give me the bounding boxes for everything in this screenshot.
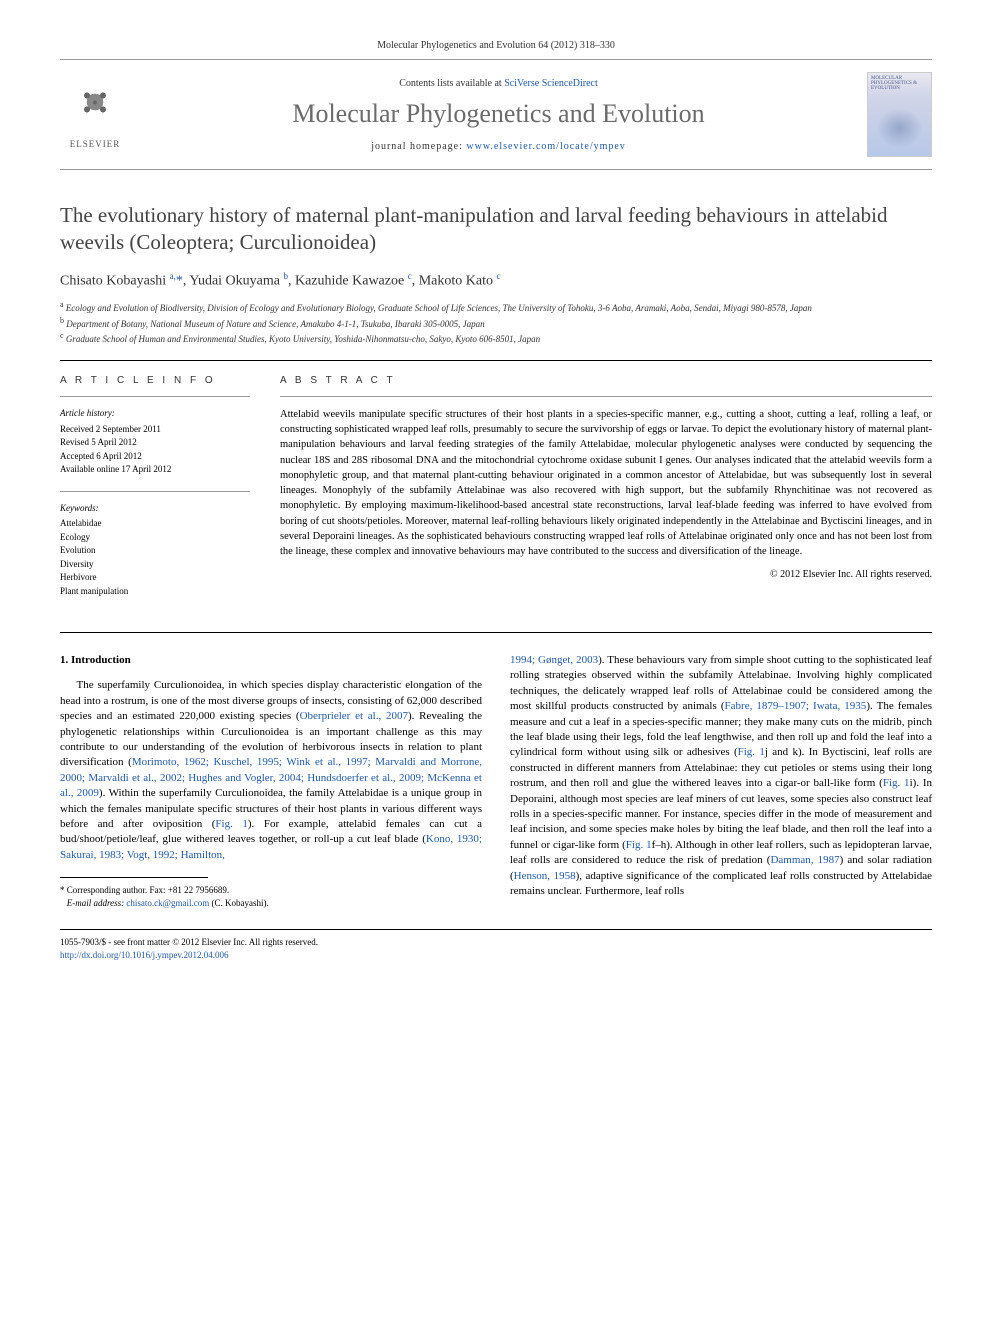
article-info-heading: A R T I C L E I N F O (60, 375, 250, 386)
front-matter-line: 1055-7903/$ - see front matter © 2012 El… (60, 936, 932, 949)
intro-paragraph-1: The superfamily Curculionoidea, in which… (60, 678, 482, 863)
elsevier-logo[interactable]: ELSEVIER (60, 75, 130, 155)
homepage-prefix: journal homepage: (371, 141, 466, 152)
journal-cover-thumbnail[interactable]: MOLECULAR PHYLOGENETICS & EVOLUTION (867, 72, 932, 157)
info-divider-1 (60, 396, 250, 397)
homepage-link[interactable]: www.elsevier.com/locate/ympev (466, 141, 625, 152)
keyword-line: Ecology (60, 531, 250, 545)
history-line: Revised 5 April 2012 (60, 436, 250, 450)
cover-text: MOLECULAR PHYLOGENETICS & EVOLUTION (871, 76, 917, 91)
article-history-block: Article history: Received 2 September 20… (60, 407, 250, 477)
authors-list: Chisato Kobayashi a,*, Yudai Okuyama b, … (60, 271, 932, 290)
article-title: The evolutionary history of maternal pla… (60, 202, 932, 257)
fig1-link-d[interactable]: Fig. 1 (626, 839, 652, 851)
abstract-divider (280, 396, 932, 397)
history-line: Available online 17 April 2012 (60, 463, 250, 477)
abstract-text: Attelabid weevils manipulate specific st… (280, 407, 932, 559)
doi-link[interactable]: http://dx.doi.org/10.1016/j.ympev.2012.0… (60, 950, 229, 960)
ref-fabre[interactable]: Fabre, 1879–1907; Iwata, 1935 (725, 700, 867, 712)
ref-oberprieler[interactable]: Oberprieler et al., 2007 (300, 710, 408, 722)
header-center: Contents lists available at SciVerse Sci… (150, 78, 847, 152)
email-line: E-mail address: chisato.ck@gmail.com (C.… (60, 897, 482, 910)
contents-available-line: Contents lists available at SciVerse Sci… (150, 78, 847, 89)
elsevier-tree-icon (70, 80, 120, 135)
affiliation-line: c Graduate School of Human and Environme… (60, 330, 932, 346)
sciencedirect-link[interactable]: SciVerse ScienceDirect (504, 78, 598, 89)
article-body: 1. Introduction The superfamily Curculio… (60, 653, 932, 909)
contents-prefix: Contents lists available at (399, 78, 504, 89)
intro-paragraph-2: 1994; Gønget, 2003). These behaviours va… (510, 653, 932, 899)
keyword-line: Attelabidae (60, 517, 250, 531)
abstract-copyright: © 2012 Elsevier Inc. All rights reserved… (280, 569, 932, 580)
keyword-line: Diversity (60, 558, 250, 572)
ref-hamilton-cont[interactable]: 1994; Gønget, 2003 (510, 654, 598, 666)
footnote-divider (60, 877, 208, 878)
journal-name: Molecular Phylogenetics and Evolution (150, 99, 847, 129)
elsevier-label: ELSEVIER (70, 139, 121, 149)
affiliation-line: a Ecology and Evolution of Biodiversity,… (60, 299, 932, 315)
page-footer: 1055-7903/$ - see front matter © 2012 El… (60, 929, 932, 961)
fig1-link-a[interactable]: Fig. 1 (215, 818, 247, 830)
section-1-heading: 1. Introduction (60, 653, 482, 668)
info-divider-2 (60, 491, 250, 492)
journal-reference: Molecular Phylogenetics and Evolution 64… (60, 40, 932, 51)
abstract-heading: A B S T R A C T (280, 375, 932, 386)
journal-header: ELSEVIER Contents lists available at Sci… (60, 59, 932, 170)
email-suffix: (C. Kobayashi). (209, 898, 269, 908)
keywords-label: Keywords: (60, 502, 250, 516)
history-line: Received 2 September 2011 (60, 423, 250, 437)
divider-top (60, 360, 932, 361)
keywords-block: Keywords: AttelabidaeEcologyEvolutionDiv… (60, 502, 250, 599)
email-link[interactable]: chisato.ck@gmail.com (126, 898, 209, 908)
fig1-link-c[interactable]: Fig. 1 (883, 777, 910, 789)
homepage-line: journal homepage: www.elsevier.com/locat… (150, 141, 847, 152)
keyword-line: Herbivore (60, 571, 250, 585)
affiliation-line: b Department of Botany, National Museum … (60, 315, 932, 331)
affiliations: a Ecology and Evolution of Biodiversity,… (60, 299, 932, 346)
email-label: E-mail address: (67, 898, 127, 908)
info-abstract-row: A R T I C L E I N F O Article history: R… (60, 375, 932, 612)
divider-bottom (60, 632, 932, 633)
keyword-line: Plant manipulation (60, 585, 250, 599)
corresponding-author-note: * Corresponding author. Fax: +81 22 7956… (60, 884, 482, 897)
history-label: Article history: (60, 407, 250, 421)
fig1-link-b[interactable]: Fig. 1 (738, 746, 765, 758)
ref-henson[interactable]: Henson, 1958 (514, 870, 576, 882)
keyword-line: Evolution (60, 544, 250, 558)
history-line: Accepted 6 April 2012 (60, 450, 250, 464)
abstract-column: A B S T R A C T Attelabid weevils manipu… (280, 375, 932, 612)
footnote-block: * Corresponding author. Fax: +81 22 7956… (60, 877, 482, 909)
ref-damman[interactable]: Damman, 1987 (770, 854, 839, 866)
article-info-column: A R T I C L E I N F O Article history: R… (60, 375, 250, 612)
